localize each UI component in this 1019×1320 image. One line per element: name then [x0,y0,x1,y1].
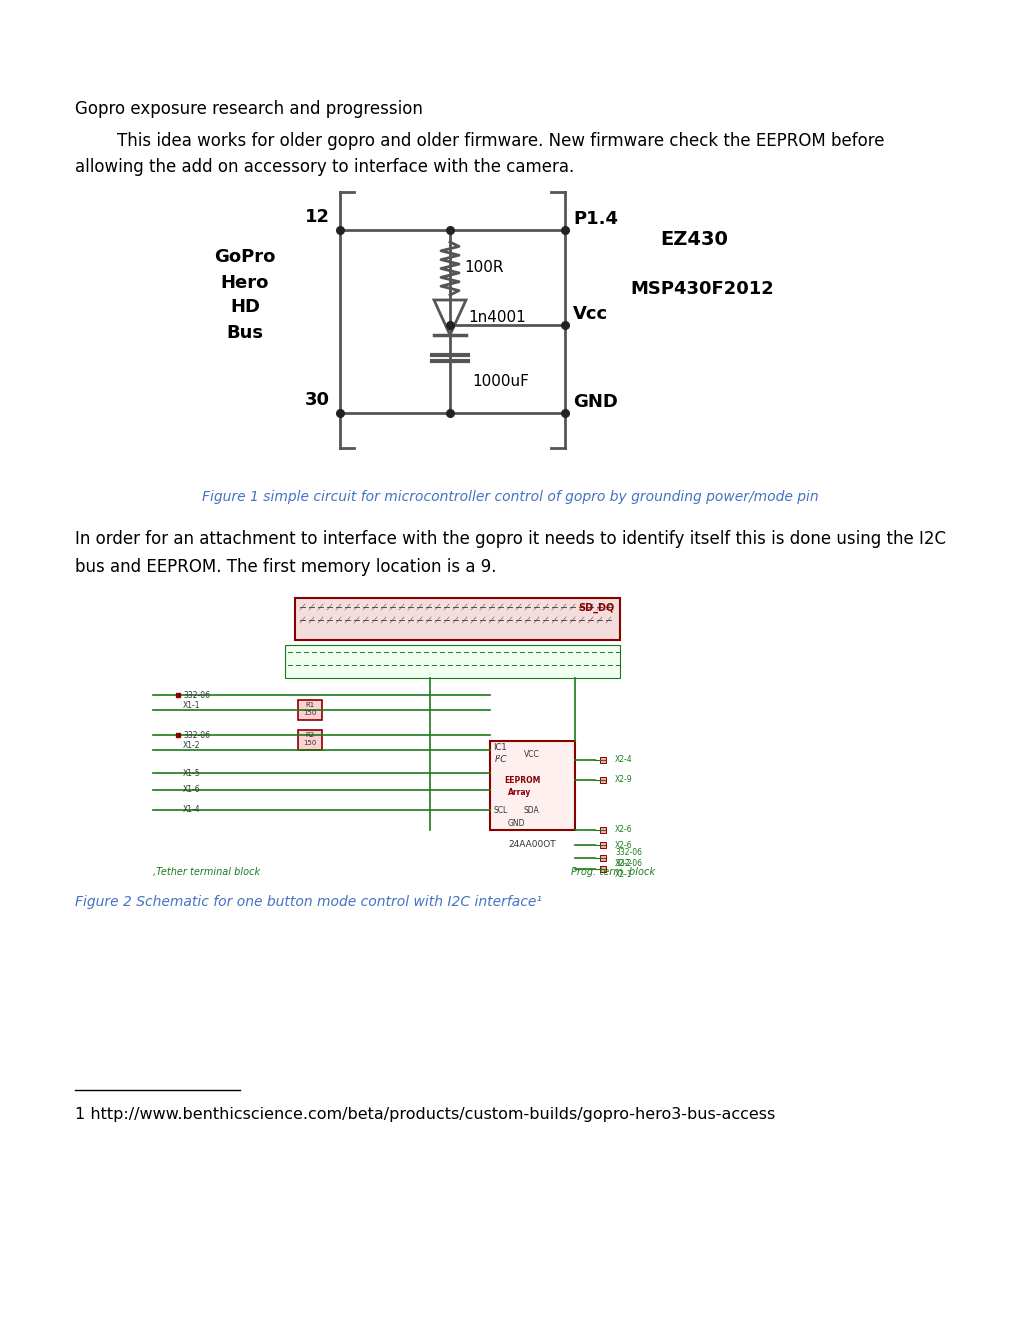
Text: 332-06: 332-06 [182,731,210,741]
Text: X2-9: X2-9 [614,776,632,784]
Bar [298,700,322,719]
Text: bus and EEPROM. The first memory location is a 9.: bus and EEPROM. The first memory locatio… [75,558,496,576]
Bar [599,777,605,783]
Text: 1 http://www.benthicscience.com/beta/products/custom-builds/gopro-hero3-bus-acce: 1 http://www.benthicscience.com/beta/pro… [75,1107,774,1122]
Text: VCC: VCC [524,750,539,759]
Text: X1-1: X1-1 [182,701,201,710]
Bar [284,645,620,678]
Text: In order for an attachment to interface with the gopro it needs to identify itse: In order for an attachment to interface … [75,531,945,548]
Text: SD_DQ: SD_DQ [578,603,614,614]
Text: X1-4: X1-4 [182,805,201,814]
Text: X1-2: X1-2 [182,741,201,750]
Text: Prog. term. block: Prog. term. block [571,867,654,876]
Text: SDA: SDA [524,807,539,814]
Bar [599,756,605,763]
Text: GND: GND [573,393,618,411]
Text: Figure 2 Schematic for one button mode control with I2C interface¹: Figure 2 Schematic for one button mode c… [75,895,541,909]
Text: EZ430: EZ430 [659,230,728,249]
Text: X2-6: X2-6 [614,841,632,850]
Text: This idea works for older gopro and older firmware. New firmware check the EEPRO: This idea works for older gopro and olde… [75,132,883,150]
Text: Figure 1 simple circuit for microcontroller control of gopro by grounding power/: Figure 1 simple circuit for microcontrol… [202,490,817,504]
Text: 150: 150 [303,710,316,715]
Text: SCL: SCL [493,807,507,814]
Text: 150: 150 [303,741,316,746]
Text: I²C: I²C [494,755,507,764]
Text: ,Tether terminal block: ,Tether terminal block [153,867,260,876]
Text: MSP430F2012: MSP430F2012 [630,280,773,298]
Text: 1n4001: 1n4001 [468,310,525,326]
Text: 12: 12 [305,209,330,226]
Text: R1: R1 [305,702,314,708]
Bar [599,855,605,861]
Text: R2: R2 [305,733,314,738]
Bar [599,866,605,873]
Text: Array: Array [507,788,531,797]
Text: X2-6: X2-6 [614,825,632,834]
Text: 24AA00OT: 24AA00OT [508,840,555,849]
Text: Gopro exposure research and progression: Gopro exposure research and progression [75,100,423,117]
Text: 100R: 100R [464,260,503,276]
Text: P1.4: P1.4 [573,210,618,228]
Text: 332-06: 332-06 [182,690,210,700]
Bar [599,842,605,847]
Text: Vcc: Vcc [573,305,607,323]
Bar [298,730,322,750]
Bar [294,598,620,640]
Text: 30: 30 [305,391,330,409]
Text: GND: GND [507,818,525,828]
Text: IC1: IC1 [492,743,506,752]
Text: 1000uF: 1000uF [472,375,529,389]
Text: X1-5: X1-5 [182,768,201,777]
Text: 332-06
X2-1: 332-06 X2-1 [614,859,641,879]
Bar [489,741,575,830]
Text: X2-4: X2-4 [614,755,632,764]
Text: allowing the add on accessory to interface with the camera.: allowing the add on accessory to interfa… [75,158,574,176]
Bar [599,828,605,833]
Text: GoPro
Hero
HD
Bus: GoPro Hero HD Bus [214,248,275,342]
Text: X1-6: X1-6 [182,785,201,795]
Text: EEPROM: EEPROM [503,776,540,785]
Text: 332-06
X2-2: 332-06 X2-2 [614,849,641,867]
